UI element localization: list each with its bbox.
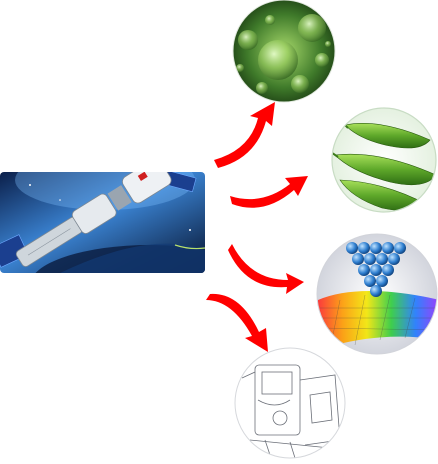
pea-pods-circle-image bbox=[331, 107, 437, 213]
arrow-to-peas bbox=[230, 176, 308, 208]
arrow-to-nano bbox=[228, 244, 304, 294]
cells-circle-image bbox=[232, 0, 336, 103]
sketch-circle-image bbox=[234, 347, 346, 459]
arrow-to-cells bbox=[214, 102, 275, 168]
nanomaterial-circle-image bbox=[316, 233, 438, 355]
arrow-to-sketch bbox=[206, 293, 268, 352]
space-station-image bbox=[0, 172, 205, 273]
